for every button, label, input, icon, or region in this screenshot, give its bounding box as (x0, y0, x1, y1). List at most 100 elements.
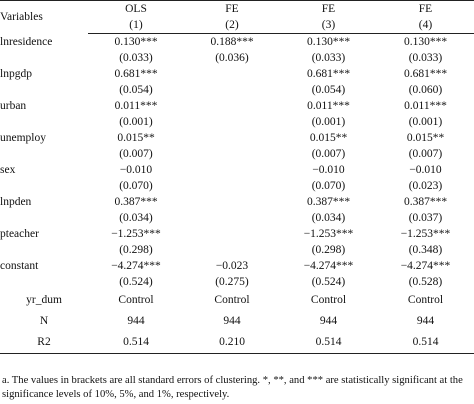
coefficient-row: sex −0.010 −0.010 −0.010 (0, 162, 474, 178)
r-squared-row-value: 0.210 (184, 332, 280, 354)
model-header-2: FE (184, 0, 280, 17)
coefficient-cell: 0.011*** (404, 100, 447, 112)
coefficient-cell: −0.010 (409, 164, 442, 176)
r-squared-row-value: 0.514 (377, 332, 474, 354)
coefficient-row: pteacher −1.253*** −1.253*** −1.253*** (0, 226, 474, 242)
standard-error-cell: (0.034) (311, 212, 346, 224)
coefficient-cell (184, 226, 280, 242)
standard-error-cell (184, 242, 280, 258)
standard-error-cell: (0.007) (311, 148, 346, 160)
coefficient-cell (184, 162, 280, 178)
observations-row-label: N (39, 315, 49, 327)
column-number-4: (4) (377, 17, 474, 34)
variable-name: urban (0, 100, 27, 112)
standard-error-cell: (0.070) (311, 180, 346, 192)
standard-error-row: (0.524) (0.275) (0.524) (0.528) (0, 274, 474, 290)
standard-error-cell (184, 114, 280, 130)
yr-dum-row-label: yr_dum (26, 294, 62, 306)
model-header-4: FE (377, 0, 474, 17)
standard-error-cell: (0.054) (311, 84, 346, 96)
variable-name-spacer (0, 82, 88, 98)
model-header-3: FE (280, 0, 377, 17)
coefficient-cell: 0.130*** (114, 36, 158, 48)
coefficient-cell (184, 66, 280, 82)
observations-row-value: 944 (223, 315, 241, 327)
r-squared-row-value: 0.514 (88, 332, 184, 354)
regression-table: Variables OLS FE FE FE (1) (2) (3) (4) l… (0, 0, 474, 354)
standard-error-cell: (0.036) (215, 52, 249, 64)
coefficient-cell: 0.011*** (307, 100, 350, 112)
coefficient-row: urban 0.011*** 0.011*** 0.011*** (0, 98, 474, 114)
standard-error-cell: (0.007) (408, 148, 443, 160)
yr-dum-row: yr_dum Control Control Control Control (0, 290, 474, 311)
standard-error-cell: (0.001) (119, 116, 153, 128)
yr-dum-row-value: Control (118, 294, 154, 306)
standard-error-row: (0.070) (0.070) (0.023) (0, 178, 474, 194)
variable-name: lnpden (0, 196, 32, 208)
standard-error-cell: (0.298) (119, 244, 153, 256)
standard-error-cell: (0.023) (408, 180, 443, 192)
observations-row-value: 944 (416, 315, 435, 327)
standard-error-row: (0.034) (0.034) (0.037) (0, 210, 474, 226)
model-header-1: OLS (88, 0, 184, 17)
coefficient-cell: −0.023 (215, 260, 249, 272)
coefficient-row: lnpden 0.387*** 0.387*** 0.387*** (0, 194, 474, 210)
column-number-1: (1) (88, 17, 184, 34)
standard-error-row: (0.007) (0.007) (0.007) (0, 146, 474, 162)
yr-dum-row-value: Control (310, 294, 347, 306)
standard-error-cell: (0.528) (408, 276, 443, 288)
standard-error-cell: (0.298) (311, 244, 346, 256)
column-number-2: (2) (184, 17, 280, 34)
regression-table-body: Variables OLS FE FE FE (1) (2) (3) (4) l… (0, 0, 474, 354)
standard-error-cell: (0.037) (408, 212, 443, 224)
coefficient-cell (184, 130, 280, 146)
coefficient-row: unemploy 0.015** 0.015** 0.015** (0, 130, 474, 146)
standard-error-row: (0.033) (0.036) (0.033) (0.033) (0, 50, 474, 66)
standard-error-cell (184, 82, 280, 98)
coefficient-cell: −4.274*** (400, 260, 451, 272)
standard-error-cell: (0.033) (119, 52, 153, 64)
variable-name: sex (0, 164, 16, 176)
coefficient-cell: −0.010 (119, 164, 153, 176)
variables-header: Variables (0, 0, 88, 34)
standard-error-cell: (0.001) (408, 116, 443, 128)
coefficient-cell: 0.015** (309, 132, 348, 144)
header-row-models: Variables OLS FE FE FE (0, 0, 474, 34)
standard-error-row: (0.054) (0.054) (0.060) (0, 82, 474, 98)
observations-row: N 944 944 944 944 (0, 311, 474, 332)
standard-error-cell (184, 146, 280, 162)
coefficient-cell: 0.015** (406, 132, 445, 144)
variable-name-spacer (0, 274, 88, 290)
variable-name: lnresidence (0, 35, 53, 48)
standard-error-cell (184, 178, 280, 194)
standard-error-cell: (0.054) (119, 84, 153, 96)
coefficient-cell: 0.387*** (114, 196, 158, 208)
coefficient-row: lnresidence 0.130*** 0.188*** 0.130*** 0.130… (0, 34, 474, 51)
observations-row-value: 944 (127, 315, 145, 327)
yr-dum-row-value: Control (214, 294, 250, 306)
variable-name: pteacher (0, 228, 39, 240)
coefficient-cell: −4.274*** (303, 260, 354, 272)
standard-error-cell: (0.524) (311, 276, 346, 288)
variable-name-spacer (0, 146, 88, 162)
variable-name-spacer (0, 178, 88, 194)
coefficient-cell (184, 194, 280, 210)
observations-row-value: 944 (319, 315, 338, 327)
standard-error-cell: (0.033) (311, 52, 346, 64)
coefficient-cell: 0.015** (117, 132, 155, 144)
variable-name-spacer (0, 50, 88, 66)
standard-error-cell: (0.348) (408, 244, 443, 256)
table-footnote: a. The values in brackets are all standa… (2, 375, 463, 400)
header-row-numbers: (1) (2) (3) (4) (0, 17, 474, 34)
variable-name-spacer (0, 242, 88, 258)
standard-error-cell (184, 210, 280, 226)
r-squared-row-label: R2 (0, 332, 88, 354)
variable-name-spacer (0, 210, 88, 226)
variable-name: unemploy (0, 132, 46, 144)
coefficient-cell: −1.253*** (303, 228, 354, 240)
coefficient-cell: 0.130*** (403, 36, 448, 48)
coefficient-cell: 0.130*** (306, 36, 351, 48)
coefficient-cell: −4.274*** (111, 260, 161, 272)
standard-error-cell: (0.007) (119, 148, 153, 160)
